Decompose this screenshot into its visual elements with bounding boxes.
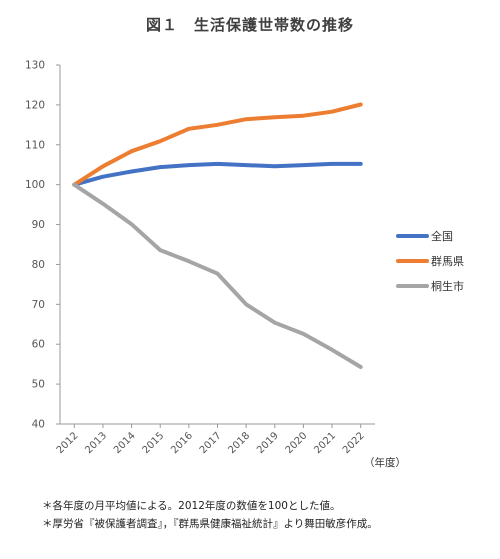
y-tick-label: 130 xyxy=(25,60,45,72)
footnote-2: ＊厚労省『被保護者調査』，『群馬県健康福祉統計』より舞田敏彦作成。 xyxy=(42,518,378,530)
footnote-1: ＊各年度の月平均値による。2012年度の数値を100とした値。 xyxy=(42,500,341,512)
y-tick-label: 80 xyxy=(32,259,45,271)
x-unit-label: （年度） xyxy=(364,456,406,469)
series-line-0 xyxy=(72,161,363,187)
x-tick-label: 2020 xyxy=(284,430,310,456)
x-tick-label: 2014 xyxy=(112,430,138,456)
y-tick-label: 100 xyxy=(25,179,45,191)
legend-label-2: 桐生市 xyxy=(431,279,464,293)
legend-label-0: 全国 xyxy=(431,229,453,243)
axes xyxy=(56,64,375,428)
y-tick-label: 70 xyxy=(32,299,45,311)
x-tick-label: 2016 xyxy=(169,430,195,456)
series-lines xyxy=(72,102,363,369)
legend-label-1: 群馬県 xyxy=(431,254,464,268)
chart-title: 図１ 生活保護世帯数の推移 xyxy=(145,16,354,34)
x-tick-label: 2012 xyxy=(55,430,81,456)
series-line-1 xyxy=(72,102,363,187)
x-tick-label: 2022 xyxy=(341,430,367,456)
series-line-2 xyxy=(72,182,363,369)
x-tick-label: 2015 xyxy=(141,430,167,456)
y-tick-labels: 40 50 60 70 80 90 100 110 120 130 xyxy=(25,60,45,431)
y-tick-label: 120 xyxy=(25,99,45,111)
x-tick-label: 2017 xyxy=(198,430,224,456)
x-tick-label: 2019 xyxy=(255,430,281,456)
x-tick-label: 2018 xyxy=(226,430,252,456)
x-tick-label: 2021 xyxy=(312,430,338,456)
y-tick-label: 50 xyxy=(32,379,45,391)
x-tick-label: 2013 xyxy=(83,430,109,456)
y-tick-label: 90 xyxy=(32,219,45,231)
y-tick-label: 60 xyxy=(32,339,45,351)
y-tick-label: 40 xyxy=(32,419,45,431)
y-tick-label: 110 xyxy=(25,139,45,151)
x-tick-labels: 2012 2013 2014 2015 2016 2017 2018 2019 2020 2021… xyxy=(55,430,367,456)
